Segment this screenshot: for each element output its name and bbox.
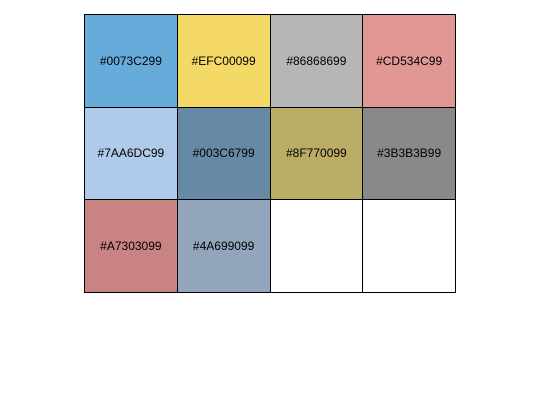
swatch-hex-label: #A7303099 (100, 239, 162, 254)
color-swatch: #8F770099 (270, 107, 364, 201)
color-swatch: #3B3B3B99 (363, 107, 456, 201)
color-swatch: #7AA6DC99 (85, 107, 178, 201)
color-swatch: #CD534C99 (363, 15, 456, 108)
color-swatch: #4A699099 (177, 200, 271, 293)
swatch-hex-label: #0073C299 (99, 53, 162, 68)
color-swatch: #86868699 (270, 15, 364, 108)
swatch-hex-label: #003C6799 (192, 146, 255, 161)
swatch-hex-label: #4A699099 (192, 239, 255, 254)
empty-swatch-cell (363, 200, 456, 293)
swatch-hex-label: #8F770099 (286, 146, 347, 161)
swatch-hex-label: #CD534C99 (376, 53, 443, 68)
color-swatch: #EFC00099 (177, 15, 271, 108)
color-swatch: #003C6799 (177, 107, 271, 201)
swatch-hex-label: #7AA6DC99 (97, 146, 165, 161)
color-swatch: #A7303099 (85, 200, 178, 293)
color-swatch-grid: #0073C299 #EFC00099 #86868699 #CD534C99 … (84, 14, 456, 293)
empty-swatch-cell (270, 200, 364, 293)
swatch-hex-label: #EFC00099 (191, 53, 256, 68)
swatch-hex-label: #3B3B3B99 (377, 146, 442, 161)
swatch-hex-label: #86868699 (286, 53, 347, 68)
color-swatch: #0073C299 (85, 15, 178, 108)
